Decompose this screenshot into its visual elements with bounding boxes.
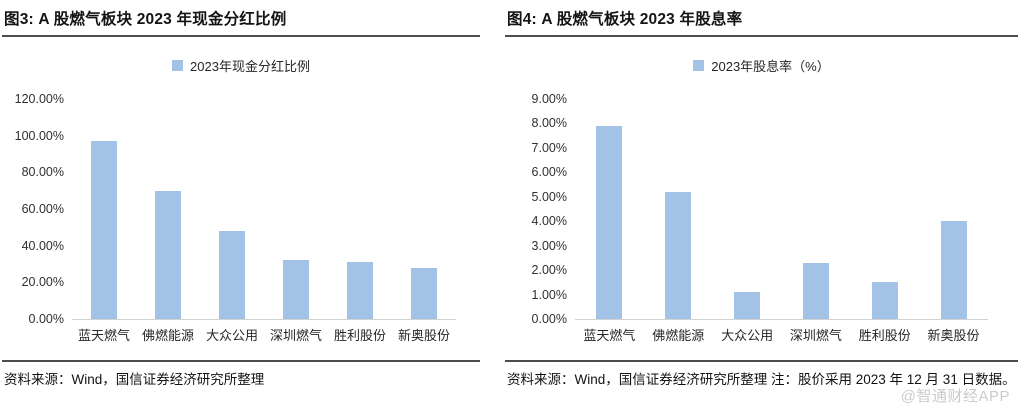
x-category-label: 佛燃能源 bbox=[141, 328, 194, 343]
bar-slot bbox=[713, 99, 782, 319]
figure-4-dividend-yield-panel: 图4: A 股燃气板块 2023 年股息率 2023年股息率（%） 0.00% 1… bbox=[505, 0, 1018, 411]
chart-body: 0.00% 1.00% 2.00% 3.00% 4.00% 5.00% 6.00% 7.00%… bbox=[505, 92, 1018, 326]
x-category-label: 新奥股份 bbox=[927, 328, 980, 343]
y-tick-label: 40.00% bbox=[21, 238, 64, 253]
bar-新奥股份 bbox=[411, 267, 437, 319]
x-axis: 蓝天燃气 佛燃能源 大众公用 深圳燃气 胜利股份 新奥股份 bbox=[505, 320, 1018, 344]
y-tick-label: 100.00% bbox=[14, 128, 64, 143]
x-category-label: 深圳燃气 bbox=[789, 328, 842, 343]
bar-slot bbox=[850, 99, 919, 319]
x-category-label: 大众公用 bbox=[205, 328, 258, 343]
bar-胜利股份 bbox=[871, 282, 898, 319]
y-axis: 0.00% 20.00% 40.00% 60.00% 80.00% 100.00% 120.… bbox=[12, 92, 72, 326]
x-axis: 蓝天燃气 佛燃能源 大众公用 深圳燃气 胜利股份 新奥股份 bbox=[2, 320, 480, 344]
bar-slot bbox=[200, 99, 264, 319]
chart-legend: 2023年股息率（%） bbox=[505, 57, 1018, 74]
x-category-label: 佛燃能源 bbox=[652, 328, 705, 343]
watermark: @智通财经APP bbox=[900, 388, 1010, 405]
x-category-label: 胜利股份 bbox=[333, 328, 386, 343]
bar-胜利股份 bbox=[347, 262, 373, 319]
bar-slot bbox=[575, 99, 644, 319]
dividend-yield-chart: 2023年股息率（%） 0.00% 1.00% 2.00% 3.00% 4.00% 5.0… bbox=[505, 37, 1018, 344]
legend-swatch bbox=[172, 59, 184, 71]
y-tick-label: 80.00% bbox=[21, 165, 64, 180]
bar-slot bbox=[72, 99, 136, 319]
x-category-label: 蓝天燃气 bbox=[77, 328, 130, 343]
y-tick-label: 9.00% bbox=[531, 92, 567, 106]
y-tick-label: 20.00% bbox=[21, 275, 64, 290]
bar-蓝天燃气 bbox=[91, 141, 117, 319]
bar-大众公用 bbox=[734, 292, 761, 319]
y-tick-label: 4.00% bbox=[531, 214, 567, 229]
source-note: 资料来源：Wind，国信证券经济研究所整理 bbox=[2, 360, 480, 390]
y-axis: 0.00% 1.00% 2.00% 3.00% 4.00% 5.00% 6.00% 7.00%… bbox=[515, 92, 575, 326]
bar-佛燃能源 bbox=[155, 190, 181, 319]
legend-swatch bbox=[693, 59, 705, 71]
y-tick-label: 1.00% bbox=[531, 287, 567, 302]
bar-深圳燃气 bbox=[283, 260, 309, 319]
y-tick-label: 0.00% bbox=[28, 312, 64, 326]
legend-label: 2023年股息率（%） bbox=[711, 58, 830, 74]
y-tick-label: 2.00% bbox=[531, 263, 567, 278]
bar-新奥股份 bbox=[940, 221, 967, 319]
bar-slot bbox=[919, 99, 988, 319]
bar-佛燃能源 bbox=[665, 191, 692, 319]
figure-4-title: 图4: A 股燃气板块 2023 年股息率 bbox=[505, 0, 1018, 37]
bar-大众公用 bbox=[219, 231, 245, 319]
x-category-label: 蓝天燃气 bbox=[583, 328, 636, 343]
figure-3-title: 图3: A 股燃气板块 2023 年现金分红比例 bbox=[2, 0, 480, 37]
y-tick-label: 0.00% bbox=[531, 312, 567, 326]
y-tick-label: 120.00% bbox=[14, 92, 64, 106]
plot bbox=[575, 99, 988, 320]
bar-slot bbox=[781, 99, 850, 319]
y-tick-label: 6.00% bbox=[531, 165, 567, 180]
bar-蓝天燃气 bbox=[596, 125, 623, 319]
y-tick-label: 7.00% bbox=[531, 140, 567, 155]
source-note: 资料来源：Wind，国信证券经济研究所整理 注：股价采用 2023 年 12 月… bbox=[505, 360, 1018, 390]
bar-slot bbox=[392, 99, 456, 319]
bar-深圳燃气 bbox=[802, 262, 829, 319]
figure-3-cash-dividend-panel: 图3: A 股燃气板块 2023 年现金分红比例 2023年现金分红比例 0.0… bbox=[2, 0, 480, 411]
chart-legend: 2023年现金分红比例 bbox=[2, 57, 480, 74]
bar-slot bbox=[644, 99, 713, 319]
bar-slot bbox=[136, 99, 200, 319]
x-category-label: 胜利股份 bbox=[858, 328, 911, 343]
legend-label: 2023年现金分红比例 bbox=[190, 58, 310, 74]
y-tick-label: 3.00% bbox=[531, 238, 567, 253]
y-tick-label: 8.00% bbox=[531, 116, 567, 131]
cash-dividend-chart: 2023年现金分红比例 0.00% 20.00% 40.00% 60.00% 80.00… bbox=[2, 37, 480, 344]
bar-slot bbox=[264, 99, 328, 319]
y-tick-label: 60.00% bbox=[21, 202, 64, 216]
y-tick-label: 5.00% bbox=[531, 189, 567, 204]
x-category-label: 新奥股份 bbox=[397, 328, 450, 343]
plot bbox=[72, 99, 456, 320]
chart-body: 0.00% 20.00% 40.00% 60.00% 80.00% 100.00% 120.… bbox=[2, 92, 480, 326]
x-category-label: 深圳燃气 bbox=[269, 328, 322, 343]
x-category-label: 大众公用 bbox=[721, 328, 774, 343]
bar-slot bbox=[328, 99, 392, 319]
